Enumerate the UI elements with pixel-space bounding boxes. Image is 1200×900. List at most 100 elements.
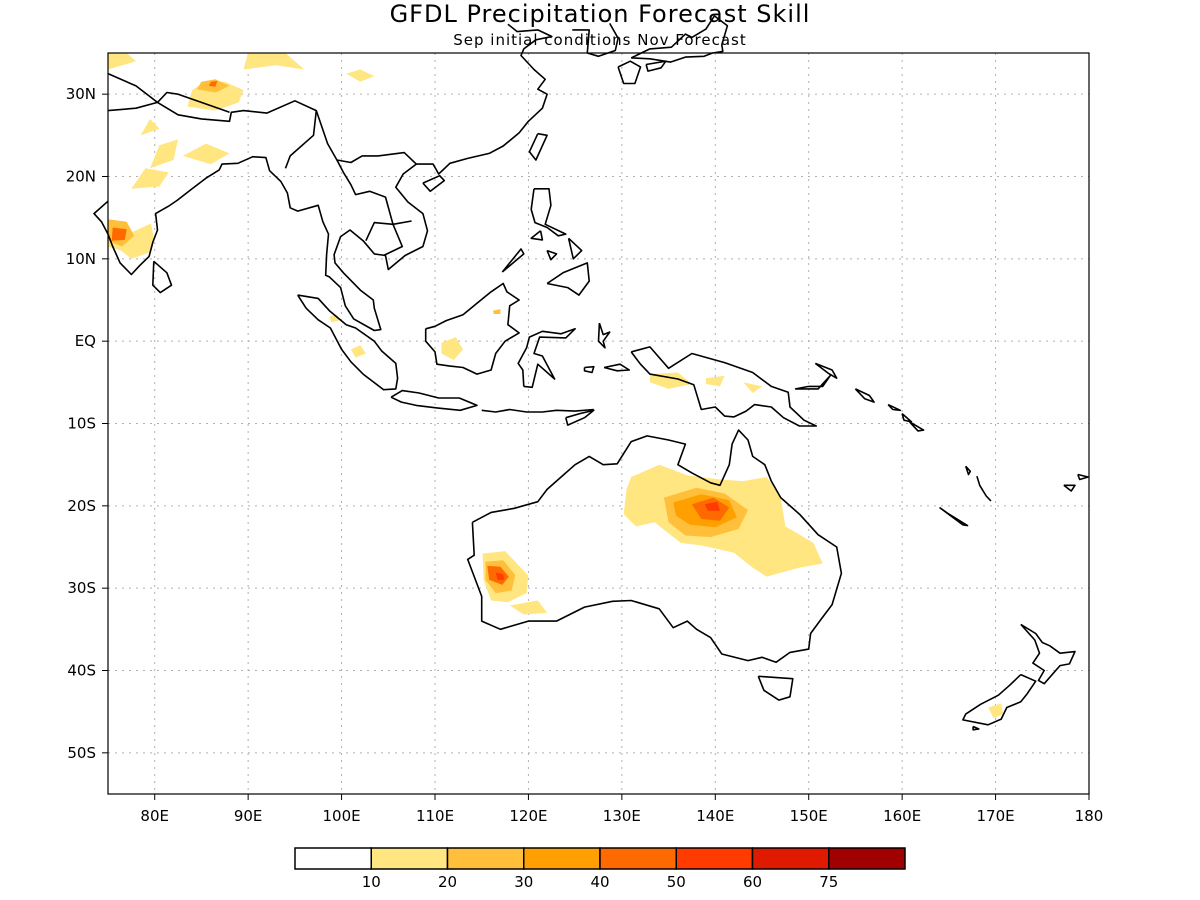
coastline-path	[887, 403, 902, 412]
coastline-path	[424, 282, 520, 375]
coastline-path	[645, 60, 667, 72]
coastline-path	[546, 249, 558, 261]
skill-contour	[705, 501, 720, 511]
colorbar-label: 20	[438, 873, 457, 891]
coastline-path	[630, 15, 729, 63]
skill-contour	[346, 69, 375, 82]
skill-contour	[988, 703, 1003, 719]
lon-tick-label: 110E	[416, 807, 454, 825]
lon-tick-label: 90E	[234, 807, 263, 825]
lat-tick-label: 30S	[67, 579, 96, 597]
axis-ticks: 80E 90E 100E 110E 120E 130E 140E 150E 160E 170E 18…	[66, 85, 1104, 825]
coastline-path	[630, 346, 817, 427]
coastline-path	[939, 506, 969, 527]
coastline-path	[757, 675, 794, 701]
lon-tick-label: 160E	[883, 807, 921, 825]
skill-contour	[208, 81, 218, 87]
coastline-path	[1077, 473, 1089, 481]
lon-tick-label: 180	[1075, 807, 1104, 825]
coastline-path	[466, 429, 843, 664]
colorbar-swatch	[751, 847, 830, 870]
skill-contour	[108, 223, 154, 259]
lat-tick-label: 10S	[67, 415, 96, 433]
coastline-path	[107, 72, 318, 169]
coastline-path	[390, 389, 478, 412]
coastline-path	[976, 475, 992, 502]
coastline-path	[597, 322, 611, 349]
coastline-path	[572, 23, 619, 58]
coastline-path	[107, 101, 158, 112]
coastlines	[93, 15, 1089, 731]
skill-contour	[495, 572, 505, 580]
coastline-path	[517, 328, 576, 389]
coastline-path	[794, 374, 831, 390]
coastline-path	[365, 221, 404, 257]
lat-tick-label: 30N	[66, 85, 96, 103]
colorbar-swatch	[370, 847, 449, 870]
lon-tick-label: 140E	[696, 807, 734, 825]
coastline-path	[854, 388, 875, 403]
lon-tick-label: 120E	[509, 807, 547, 825]
lat-tick-label: 40S	[67, 662, 96, 680]
skill-contour	[243, 53, 305, 70]
colorbar-label: 75	[819, 873, 838, 891]
colorbar-label: 60	[743, 873, 762, 891]
coastline-path	[481, 408, 594, 413]
colorbar-swatch	[294, 847, 372, 870]
coastline-path	[583, 365, 595, 374]
skill-contour	[140, 118, 160, 136]
skill-contour	[350, 345, 366, 358]
coastline-path	[546, 262, 590, 296]
coastline-path	[93, 23, 553, 332]
colorbar-label: 10	[362, 873, 381, 891]
skill-contour	[441, 337, 463, 361]
colorbar-swatch	[828, 847, 906, 870]
lat-tick-label: EQ	[75, 332, 96, 350]
coastline-path	[336, 159, 412, 226]
coastline-path	[1020, 623, 1076, 685]
lat-tick-label: 10N	[66, 250, 96, 268]
coastline-path	[964, 465, 972, 476]
coastline-path	[617, 60, 642, 85]
colorbar-label: 30	[514, 873, 533, 891]
skill-contour	[108, 53, 136, 70]
coastline-path	[528, 132, 548, 161]
coastline-path	[909, 421, 925, 432]
skill-shading	[108, 53, 1003, 719]
skill-contour	[131, 168, 169, 189]
map-title: GFDL Precipitation Forecast Skill	[390, 0, 811, 28]
coastline-path	[1063, 484, 1076, 492]
coastline-path	[814, 362, 838, 379]
coastline-path	[962, 673, 1037, 726]
lat-tick-label: 20N	[66, 168, 96, 186]
skill-contour	[150, 139, 179, 169]
coastline-path	[501, 248, 525, 273]
colorbar-swatch	[446, 847, 525, 870]
coastline-path	[530, 188, 567, 237]
coastline-path	[530, 230, 544, 241]
coastline-path	[603, 363, 631, 372]
colorbar-swatch	[523, 847, 601, 870]
lon-tick-label: 150E	[790, 807, 828, 825]
skill-contour	[743, 382, 762, 393]
colorbar-label: 50	[667, 873, 686, 891]
lon-tick-label: 170E	[977, 807, 1015, 825]
lon-tick-label: 130E	[603, 807, 641, 825]
coastline-path	[565, 409, 595, 426]
lon-tick-label: 80E	[140, 807, 169, 825]
map-gridlines	[108, 53, 1089, 794]
colorbar-swatch	[675, 847, 754, 870]
colorbar-label: 40	[590, 873, 609, 891]
lat-tick-label: 50S	[67, 744, 96, 762]
coastline-path	[152, 260, 173, 294]
skill-contour	[492, 309, 501, 314]
lon-tick-label: 100E	[323, 807, 361, 825]
skill-contour	[705, 375, 725, 387]
coastline-path	[972, 725, 980, 731]
skill-contour	[182, 143, 230, 165]
colorbar-swatch	[599, 847, 677, 870]
coastline-path	[422, 174, 446, 193]
skill-contour	[111, 227, 127, 241]
coastline-path	[156, 91, 230, 114]
skill-contour	[329, 314, 339, 323]
